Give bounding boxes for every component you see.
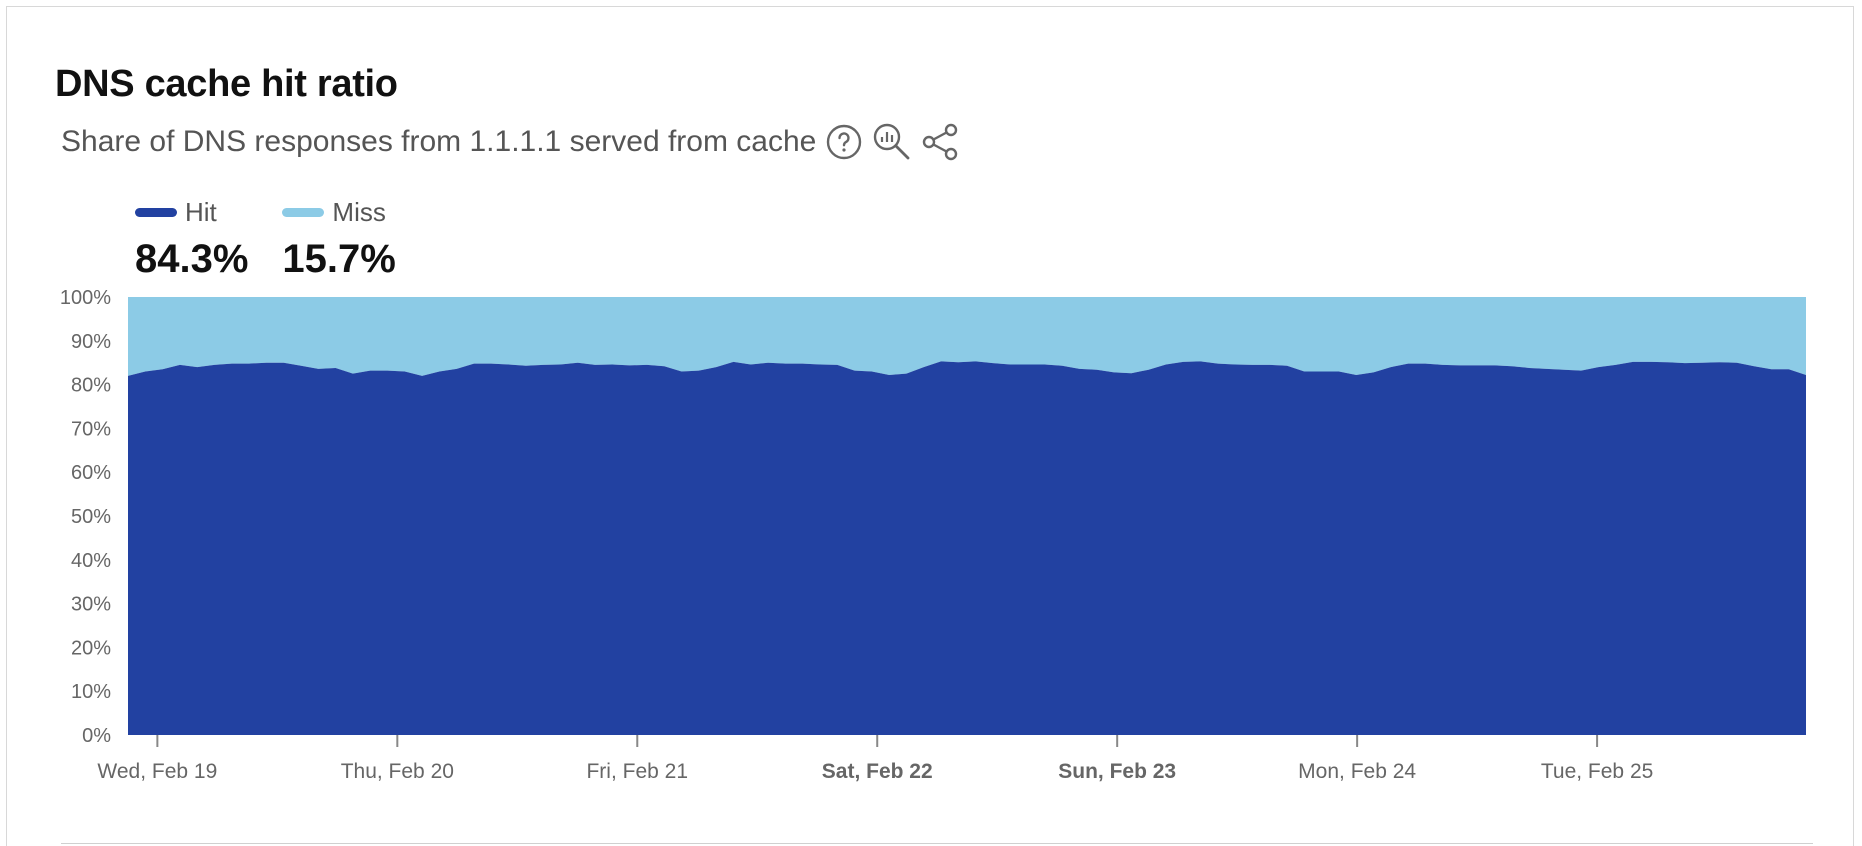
chart-subtitle: Share of DNS responses from 1.1.1.1 serv… [61,125,817,158]
y-tick-label: 90% [71,331,111,353]
question-circle-icon[interactable] [824,122,864,162]
y-tick-label: 30% [71,594,111,616]
legend-swatch-miss [282,207,325,217]
x-tick-label: Tue, Feb 25 [1541,760,1653,783]
y-tick-label: 40% [71,550,111,572]
legend-value-hit: 84.3% [135,237,249,281]
y-tick-label: 60% [71,462,111,484]
share-icon[interactable] [920,122,960,162]
series-area-miss [128,297,1806,376]
x-tick-label: Wed, Feb 19 [97,760,217,783]
bottom-divider [61,843,1813,844]
legend-label-hit: Hit [185,196,217,227]
legend-item-miss[interactable]: Miss 15.7% [282,195,396,282]
legend-swatch-hit [135,207,177,217]
legend-value-miss: 15.7% [282,237,396,281]
subtitle-row: Share of DNS responses from 1.1.1.1 serv… [61,119,960,165]
y-tick-label: 100% [60,287,111,309]
x-tick-label: Mon, Feb 24 [1298,760,1416,783]
legend-item-hit[interactable]: Hit 84.3% [135,195,248,282]
y-tick-label: 0% [82,725,111,747]
series-area-hit [128,361,1806,735]
legend-label-miss: Miss [332,196,386,227]
x-tick-label: Sun, Feb 23 [1058,760,1176,783]
x-tick-label: Fri, Feb 21 [586,760,688,783]
y-tick-label: 70% [71,418,111,440]
x-tick-label: Thu, Feb 20 [341,760,454,783]
y-tick-label: 10% [71,681,111,703]
zoom-chart-icon[interactable] [872,122,912,162]
chart-title: DNS cache hit ratio [55,63,398,105]
y-tick-label: 80% [71,375,111,397]
y-tick-label: 50% [71,506,111,528]
y-tick-label: 20% [71,637,111,659]
x-tick-label: Sat, Feb 22 [822,760,933,783]
chart-legend: Hit 84.3% Miss 15.7% [135,195,430,282]
